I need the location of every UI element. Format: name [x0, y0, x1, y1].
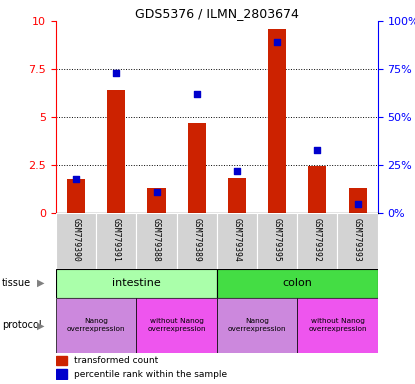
- Text: Nanog
overrexpression: Nanog overrexpression: [67, 318, 126, 333]
- Point: [113, 70, 120, 76]
- Bar: [56, 213, 96, 269]
- Text: ▶: ▶: [37, 278, 44, 288]
- Text: colon: colon: [282, 278, 312, 288]
- Text: GSM779389: GSM779389: [192, 218, 201, 262]
- Point: [73, 175, 79, 182]
- Bar: [56, 269, 217, 298]
- Bar: [337, 213, 378, 269]
- Text: intestine: intestine: [112, 278, 161, 288]
- Bar: [137, 298, 217, 353]
- Text: ▶: ▶: [37, 320, 44, 331]
- Text: GSM779394: GSM779394: [232, 218, 242, 262]
- Bar: [257, 213, 297, 269]
- Bar: [96, 213, 137, 269]
- Point: [234, 168, 240, 174]
- Bar: [217, 298, 297, 353]
- Text: without Nanog
overrexpression: without Nanog overrexpression: [147, 318, 206, 333]
- Bar: [56, 369, 67, 379]
- Point: [153, 189, 160, 195]
- Text: protocol: protocol: [2, 320, 42, 331]
- Bar: [268, 29, 286, 213]
- Bar: [137, 213, 177, 269]
- Bar: [56, 298, 137, 353]
- Point: [193, 91, 200, 97]
- Text: tissue: tissue: [2, 278, 31, 288]
- Bar: [297, 213, 337, 269]
- Title: GDS5376 / ILMN_2803674: GDS5376 / ILMN_2803674: [135, 7, 299, 20]
- Bar: [67, 179, 85, 213]
- Bar: [228, 177, 246, 213]
- Point: [354, 200, 361, 207]
- Text: Nanog
overrexpression: Nanog overrexpression: [228, 318, 286, 333]
- Bar: [349, 188, 366, 213]
- Text: GSM779393: GSM779393: [353, 218, 362, 262]
- Bar: [297, 298, 378, 353]
- Point: [314, 147, 321, 153]
- Bar: [217, 269, 378, 298]
- Text: GSM779392: GSM779392: [313, 218, 322, 262]
- Text: percentile rank within the sample: percentile rank within the sample: [74, 370, 227, 379]
- Text: without Nanog
overrexpression: without Nanog overrexpression: [308, 318, 367, 333]
- Bar: [56, 356, 67, 366]
- Text: GSM779388: GSM779388: [152, 218, 161, 262]
- Bar: [188, 123, 206, 213]
- Bar: [147, 188, 166, 213]
- Text: GSM779391: GSM779391: [112, 218, 121, 262]
- Text: GSM779395: GSM779395: [273, 218, 282, 262]
- Bar: [177, 213, 217, 269]
- Bar: [217, 213, 257, 269]
- Bar: [308, 166, 326, 213]
- Bar: [107, 90, 125, 213]
- Point: [274, 39, 281, 45]
- Text: transformed count: transformed count: [74, 356, 158, 365]
- Text: GSM779390: GSM779390: [72, 218, 81, 262]
